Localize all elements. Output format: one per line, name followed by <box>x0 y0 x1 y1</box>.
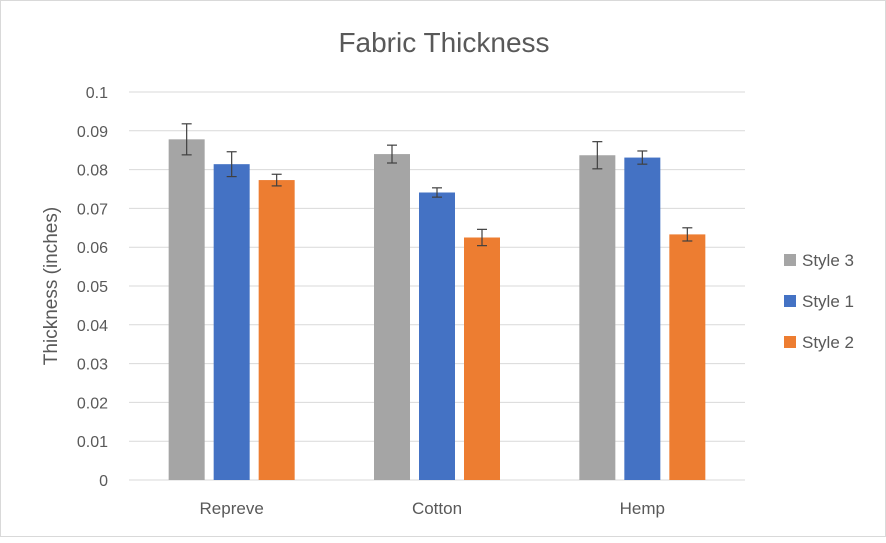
x-tick-label: Cotton <box>412 499 462 518</box>
y-tick-label: 0.06 <box>77 240 108 257</box>
bar-style-3-repreve <box>168 139 205 480</box>
bar-style-2-hemp <box>669 234 706 480</box>
y-tick-label: 0.08 <box>77 163 108 180</box>
x-tick-labels: Repreve Cotton Hemp <box>200 499 665 518</box>
bar-style-2-cotton <box>464 237 500 480</box>
legend-item: Style 3 <box>784 251 854 270</box>
x-tick-label: Repreve <box>200 499 264 518</box>
error-bar <box>682 227 693 242</box>
y-axis-label: Thickness (inches) <box>41 207 62 365</box>
y-tick-label: 0.07 <box>77 201 108 218</box>
error-bar <box>387 144 397 164</box>
chart-title: Fabric Thickness <box>338 27 549 58</box>
y-tick-label: 0 <box>99 473 108 490</box>
legend-label: Style 1 <box>802 292 854 311</box>
legend-label: Style 3 <box>802 251 854 270</box>
error-bar <box>271 173 282 187</box>
y-tick-label: 0.1 <box>86 85 108 102</box>
y-tick-labels: 0 0.01 0.02 0.03 0.04 0.05 0.06 0.07 0.08 0.09 0.1 <box>77 85 108 490</box>
bar-style-3-cotton <box>374 154 410 480</box>
legend-swatch <box>784 336 796 348</box>
legend-swatch <box>784 254 796 266</box>
y-tick-label: 0.04 <box>77 318 108 335</box>
bar-style-1-cotton <box>419 192 455 480</box>
bar-style-1-repreve <box>213 164 250 480</box>
bar-style-2-repreve <box>258 180 295 481</box>
y-tick-label: 0.03 <box>77 357 108 374</box>
legend-swatch <box>784 295 796 307</box>
error-bar <box>432 187 442 198</box>
legend-item: Style 2 <box>784 333 854 352</box>
y-tick-label: 0.09 <box>77 124 108 141</box>
y-tick-label: 0.01 <box>77 434 108 451</box>
legend: Style 3 Style 1 Style 2 <box>784 251 854 352</box>
bar-style-3-hemp <box>579 155 616 480</box>
error-bars <box>181 123 693 247</box>
error-bar <box>637 150 648 165</box>
bars <box>168 139 706 481</box>
bar-style-1-hemp <box>624 157 661 480</box>
error-bar <box>592 141 603 170</box>
error-bar <box>226 151 237 178</box>
y-tick-label: 0.05 <box>77 279 108 296</box>
legend-label: Style 2 <box>802 333 854 352</box>
x-tick-label: Hemp <box>620 499 665 518</box>
error-bar <box>477 228 487 247</box>
legend-item: Style 1 <box>784 292 854 311</box>
y-tick-label: 0.02 <box>77 395 108 412</box>
error-bar <box>181 123 192 156</box>
